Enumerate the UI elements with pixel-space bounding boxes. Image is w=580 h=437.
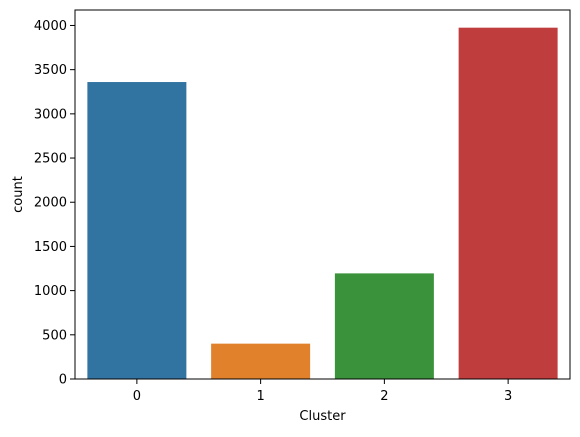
bar-cluster-0 [87,82,187,379]
y-tick-label: 1000 [34,284,67,299]
x-tick-label: 2 [380,389,388,404]
y-tick-label: 3500 [34,63,67,78]
y-tick-label: 4000 [34,19,67,34]
bar-cluster-2 [334,273,434,379]
bar-cluster-3 [458,27,558,380]
plot-frame [74,9,571,380]
bars-group [87,27,558,380]
x-tick-label: 0 [133,389,141,404]
x-tick-label: 1 [256,389,264,404]
y-tick-label: 1500 [34,240,67,255]
y-axis-label: count [11,176,26,213]
y-tick-label: 3000 [34,107,67,122]
y-tick-label: 2000 [34,196,67,211]
y-axis-ticks: 0 500 1000 1500 2000 2500 3000 3500 4000 [34,19,75,388]
bar-cluster-1 [211,343,311,379]
x-axis-label: Cluster [299,409,346,424]
y-tick-label: 0 [59,373,67,388]
y-tick-label: 500 [42,328,67,343]
x-tick-label: 3 [504,389,512,404]
y-tick-label: 2500 [34,152,67,167]
x-axis-ticks: 0 1 2 3 [133,379,512,404]
